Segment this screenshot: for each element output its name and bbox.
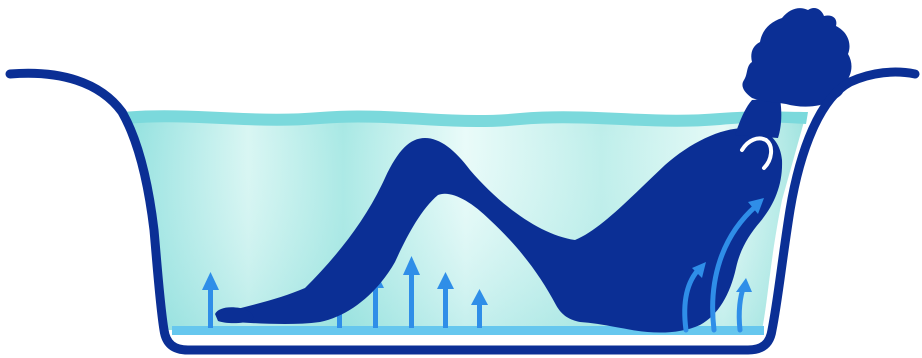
- air-bubble-arrow-icon: [202, 272, 219, 328]
- floor-jet-bar: [172, 326, 764, 335]
- neck-jet-icon: [740, 136, 773, 170]
- air-bubble-arrow-icon: [471, 289, 488, 328]
- back-jet-arrow-icon: [710, 198, 764, 333]
- bathtub-icon: [5, 67, 920, 355]
- back-jet-arrow-icon: [682, 262, 706, 333]
- air-bubble-arrow-icon: [403, 256, 420, 328]
- back-jets: [682, 198, 764, 333]
- water-surface: [122, 110, 808, 128]
- bather-silhouette-icon: [215, 7, 852, 333]
- air-bubble-arrow-icon: [437, 272, 454, 328]
- back-jet-arrow-icon: [736, 278, 752, 333]
